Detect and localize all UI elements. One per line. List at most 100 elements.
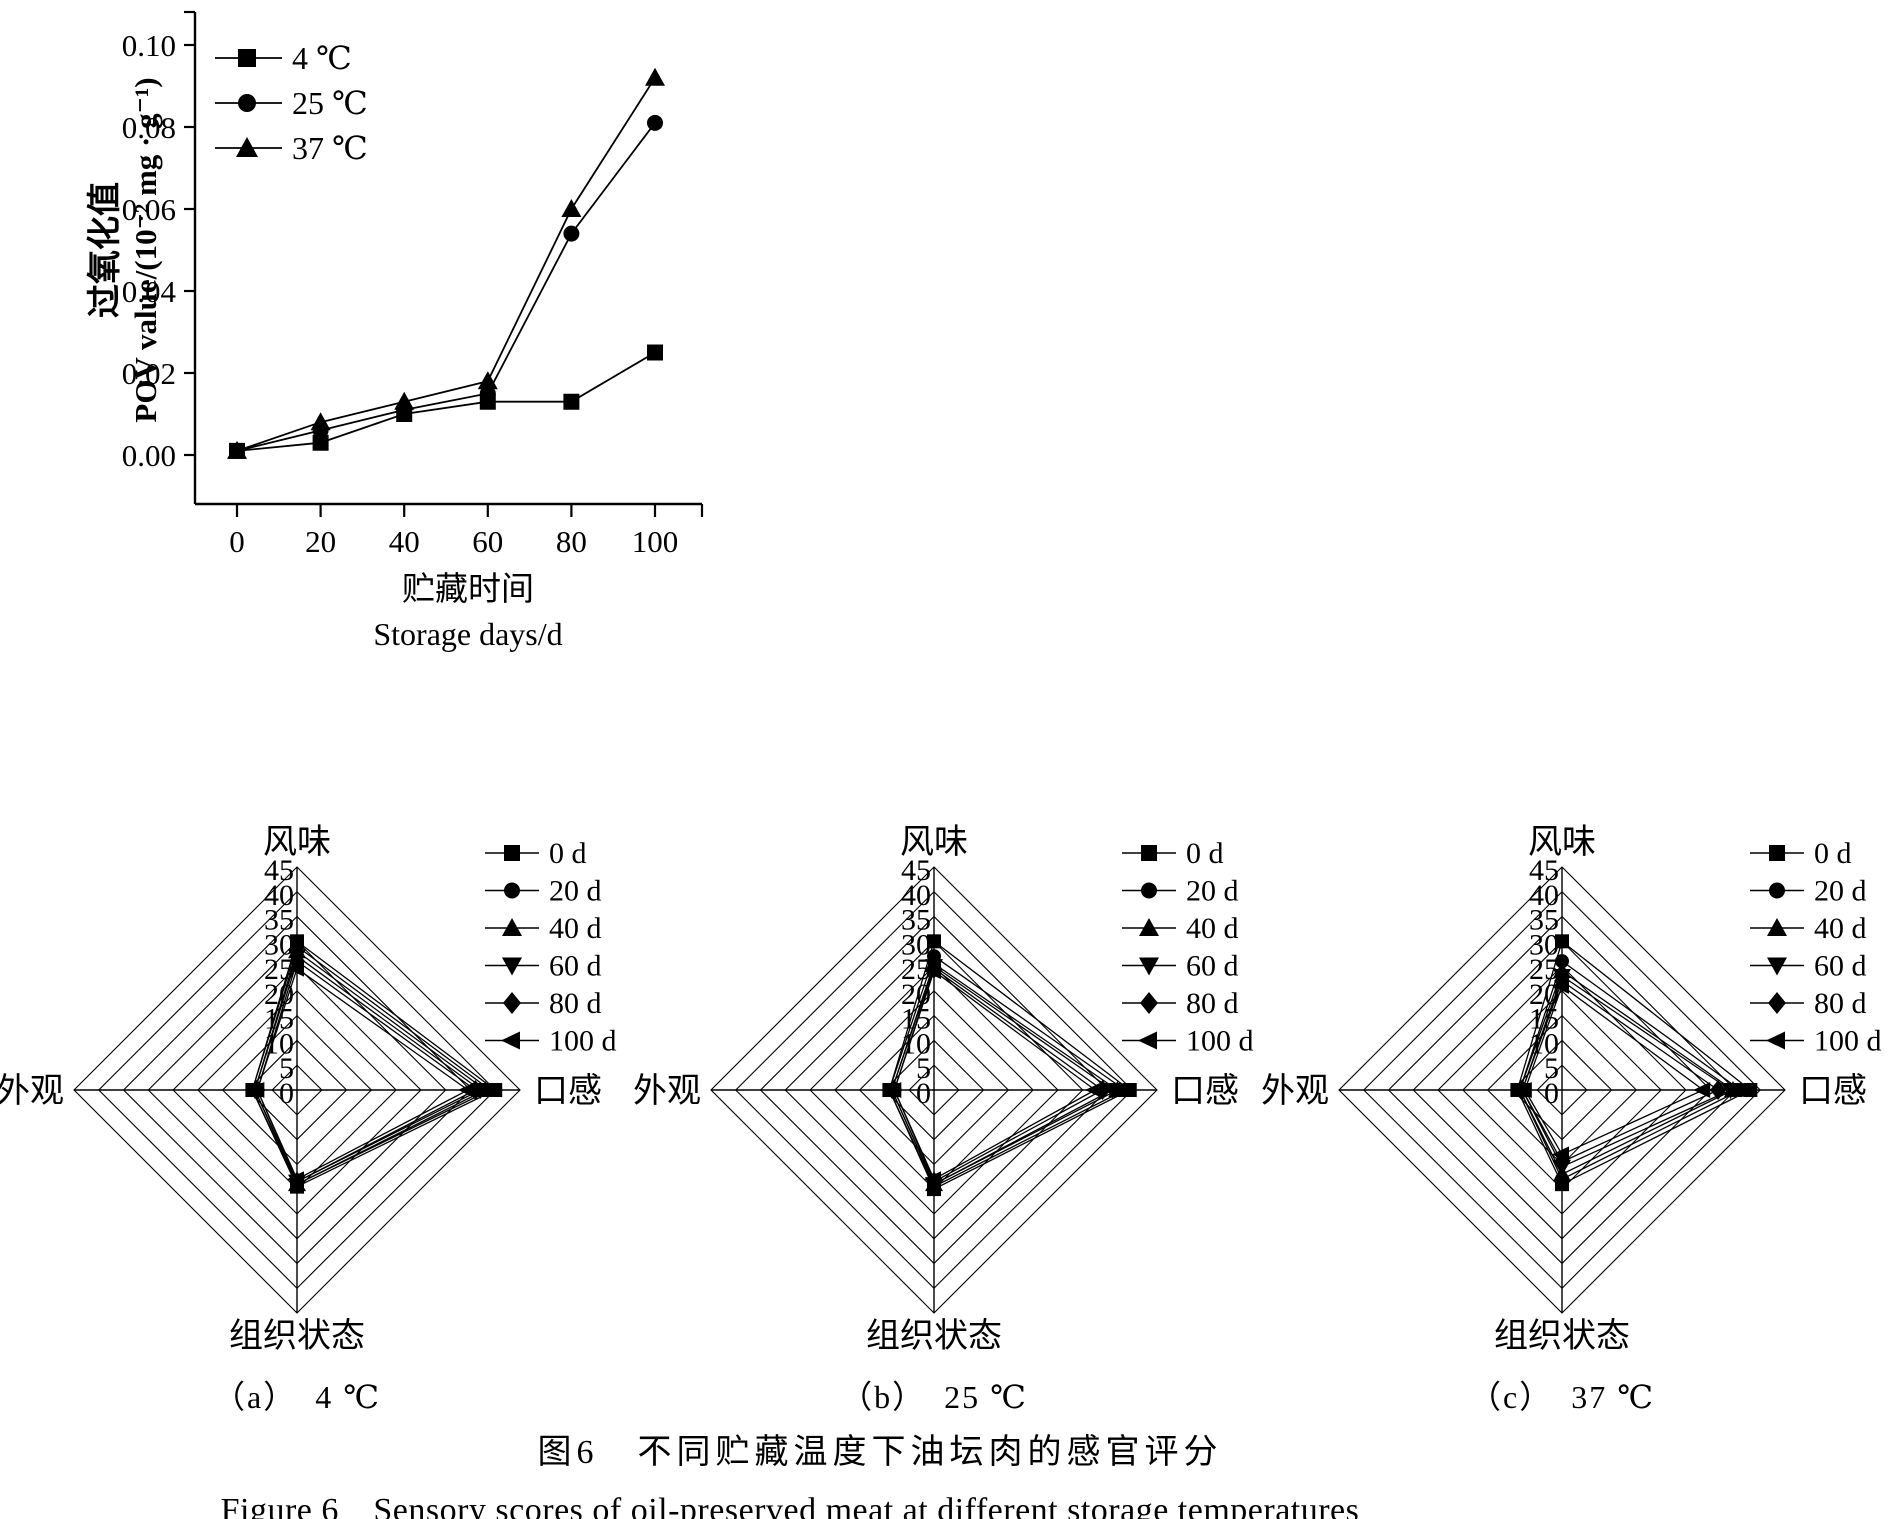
- legend-marker-square: [1769, 845, 1785, 861]
- legend-marker-square: [238, 49, 256, 67]
- legend-marker-triangle-up: [236, 137, 258, 157]
- radar-point-square: [1555, 934, 1569, 949]
- x-tick-label: 80: [556, 524, 587, 559]
- y-tick-label: 0.06: [122, 192, 176, 227]
- legend-label: 60 d: [549, 950, 602, 983]
- legend-label: 20 d: [1186, 875, 1239, 908]
- legend-label: 100 d: [1814, 1025, 1882, 1058]
- radar-tick-label: 30: [901, 928, 931, 961]
- radar-tick-label: 45: [264, 854, 294, 887]
- radar-axis-label-right: 口感: [534, 1072, 602, 1110]
- legend-label: 40 d: [549, 912, 602, 945]
- legend-label: 60 d: [1186, 950, 1239, 983]
- radar-axis-label-left: 外观: [633, 1072, 701, 1110]
- radar-tick-label: 0: [279, 1077, 294, 1110]
- y-tick-label: 0.04: [122, 274, 177, 309]
- legend-label: 80 d: [1186, 987, 1239, 1020]
- radar-axis-label-top: 风味: [263, 824, 331, 861]
- legend-marker-triangle-up: [1139, 918, 1159, 936]
- figure-caption-chinese: 图6 不同贮藏温度下油坛肉的感官评分: [537, 1434, 1223, 1471]
- legend-label: 80 d: [1814, 987, 1867, 1020]
- legend-label: 0 d: [1814, 837, 1852, 870]
- radar-tick-label: 35: [1529, 904, 1559, 937]
- radar-axis-label-left: 外观: [1261, 1072, 1329, 1110]
- series-line-0: [236, 351, 656, 452]
- radar-axis-label-bottom: 组织状态: [1494, 1317, 1630, 1355]
- y-tick-label: 0.02: [122, 356, 176, 391]
- legend-label: 60 d: [1814, 950, 1867, 983]
- radar-point-triangle-left: [1693, 1082, 1711, 1098]
- legend-label: 40 d: [1814, 912, 1867, 945]
- data-point-triangle-up: [477, 371, 498, 390]
- legend-label: 4 ℃: [292, 40, 352, 76]
- radar-axis-label-top: 风味: [1528, 824, 1596, 861]
- x-tick-label: 60: [472, 524, 503, 559]
- data-point-square: [312, 434, 329, 451]
- legend-marker-circle: [1141, 882, 1157, 899]
- data-point-triangle-up: [645, 67, 665, 86]
- legend-marker-triangle-up: [502, 918, 522, 936]
- radar-point-triangle-down: [1721, 1083, 1740, 1099]
- legend-marker-triangle-down: [1767, 957, 1787, 976]
- y-tick-label: 0.00: [122, 438, 176, 473]
- legend-label: 80 d: [549, 987, 602, 1020]
- x-tick-label: 20: [305, 524, 336, 559]
- radar-point-triangle-left: [1552, 1146, 1569, 1163]
- pov-line-chart: 0.00 0.02 0.04 0.06 0.08 0.10 0 20 40 60 80 100 4 ℃ 2…: [86, 10, 704, 652]
- legend-marker-square: [504, 845, 520, 861]
- radar-axis-label-right: 口感: [1171, 1072, 1239, 1110]
- radar-tick-label: 5: [279, 1052, 294, 1085]
- data-point-square: [563, 393, 580, 410]
- data-point-triangle-up: [561, 199, 582, 217]
- x-axis-title-cn: 贮藏时间: [402, 571, 534, 608]
- series-line-2: [236, 77, 656, 452]
- legend-label: 25 ℃: [292, 85, 368, 121]
- radar-axis-label-top: 风味: [900, 824, 968, 861]
- radar-b-subcaption: （b） 25 ℃: [840, 1379, 1028, 1415]
- legend-marker-circle: [1769, 882, 1785, 899]
- x-tick-label: 0: [229, 524, 245, 559]
- radar-point-triangle-left: [924, 1171, 941, 1188]
- radar-point-triangle-left: [287, 960, 304, 977]
- radar-axis-label-left: 外观: [0, 1072, 64, 1110]
- legend-label: 37 ℃: [292, 130, 368, 166]
- radar-axis-label-bottom: 组织状态: [229, 1317, 365, 1355]
- data-point-square: [647, 344, 663, 361]
- y-tick-label: 0.08: [122, 110, 176, 145]
- y-axis-title-cn: 过氧化值: [86, 182, 124, 318]
- data-point-circle: [479, 385, 496, 402]
- radar-tick-label: 0: [916, 1077, 931, 1110]
- x-tick-label: 40: [389, 524, 420, 559]
- legend-marker-triangle-left: [1766, 1031, 1785, 1050]
- y-axis-title-en: POV value/(10⁻² mg · g⁻¹): [128, 77, 163, 422]
- radar-tick-label: 35: [901, 904, 931, 937]
- radar-tick-label: 40: [264, 879, 294, 912]
- radar-point-triangle-left: [884, 1082, 902, 1098]
- legend-marker-square: [1141, 845, 1157, 861]
- radar-point-circle: [1555, 954, 1569, 969]
- data-point-triangle-up: [310, 412, 331, 431]
- radar-point-triangle-left: [1514, 1082, 1532, 1098]
- legend-marker-diamond: [1768, 992, 1786, 1014]
- radar-axis-label-bottom: 组织状态: [866, 1317, 1002, 1355]
- legend-marker-diamond: [503, 992, 521, 1014]
- radar-tick-label: 30: [264, 928, 294, 961]
- legend-marker-triangle-down: [1139, 957, 1159, 976]
- legend-marker-diamond: [1140, 992, 1158, 1014]
- radar-point-square: [927, 934, 941, 949]
- data-point-triangle-up: [227, 440, 247, 459]
- legend-marker-circle: [238, 94, 256, 112]
- radar-point-triangle-left: [287, 1171, 304, 1188]
- legend-label: 20 d: [549, 875, 602, 908]
- radar-tick-label: 30: [1529, 928, 1559, 961]
- y-tick-label: 0.10: [122, 28, 176, 63]
- radar-tick-label: 45: [1529, 854, 1559, 887]
- radar-tick-label: 40: [901, 879, 931, 912]
- legend-marker-triangle-left: [1138, 1031, 1157, 1050]
- legend-label: 20 d: [1814, 875, 1867, 908]
- radar-c-subcaption: （c） 37 ℃: [1468, 1379, 1655, 1415]
- data-point-circle: [647, 114, 663, 131]
- radar-point-triangle-left: [1085, 1082, 1103, 1098]
